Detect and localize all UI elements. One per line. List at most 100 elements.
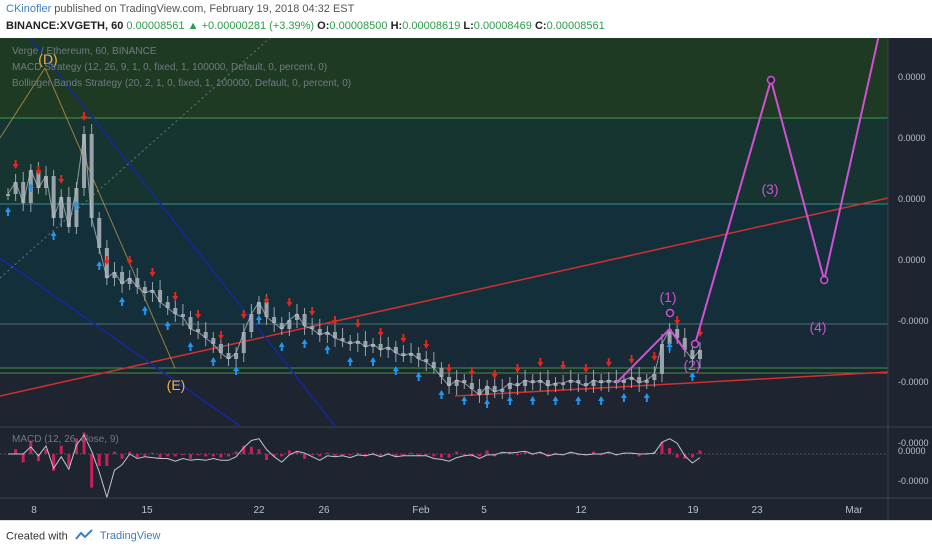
lower-support-line (454, 371, 889, 397)
candle-body (272, 317, 277, 323)
macd-histogram-bar (105, 454, 109, 466)
candle-body (66, 197, 71, 227)
macd-histogram-bar (515, 454, 519, 456)
fib-zone-bottom (0, 324, 888, 370)
wave-d-e-line (44, 67, 176, 369)
y-tick-label: -0.0000 (898, 377, 929, 387)
candle-body (188, 317, 193, 329)
candle-body (363, 341, 368, 347)
candle-body (135, 278, 140, 287)
macd-histogram-bar (280, 454, 284, 457)
candle-body (416, 353, 421, 359)
sell-arrow-icon (309, 307, 316, 316)
sell-arrow-icon (400, 334, 407, 343)
candle-body (454, 380, 459, 386)
macd-histogram-bar (401, 454, 405, 456)
candle-body (6, 194, 10, 196)
macd-histogram-bar (645, 452, 649, 454)
macd-histogram-bar (379, 454, 383, 457)
candle-body (196, 329, 201, 332)
buy-arrow-icon (552, 396, 559, 405)
buy-arrow-icon (392, 366, 399, 375)
candle-body (500, 389, 505, 392)
candle-body (317, 329, 322, 335)
candle-body (675, 329, 680, 338)
candle-body (355, 341, 360, 344)
candle-body (211, 338, 216, 344)
macd-histogram-bar (219, 454, 223, 458)
candle-body (386, 347, 391, 350)
candle-body (21, 182, 26, 203)
macd-histogram-bar (333, 454, 337, 457)
chart-labels: (D) (E) (1) (2) (3) (4) Verge / Ethereum, 60, … (12, 46, 827, 445)
indicator-legend: MACD Strategy (12, 26, 9, 1, 0, fixed, 1… (12, 62, 327, 73)
change-up-icon: ▲ (187, 20, 199, 32)
buy-arrow-icon (484, 399, 491, 408)
macd-histogram-bar (67, 454, 71, 466)
buy-arrow-icon (598, 396, 605, 405)
sell-arrow-icon (582, 364, 589, 373)
buy-arrow-icon (164, 321, 171, 330)
sell-arrow-icon (514, 364, 521, 373)
candle-body (644, 380, 649, 383)
macd-histogram-bar (189, 454, 193, 459)
tradingview-brand-link[interactable]: TradingView (99, 530, 161, 543)
macd-pane (0, 432, 888, 499)
author-link[interactable]: CKinofler (6, 3, 52, 15)
macd-histogram-bar (538, 452, 542, 454)
wave-1-2-path (615, 327, 686, 384)
candle-series (6, 124, 702, 404)
macd-histogram-bar (363, 454, 367, 457)
price-line (7, 133, 701, 396)
macd-histogram-bar (52, 454, 56, 471)
macd-histogram-bar (90, 454, 94, 488)
buy-arrow-icon (620, 393, 627, 402)
sell-arrow-icon (674, 316, 681, 325)
candle-body (378, 344, 383, 350)
buy-arrow-icon (187, 342, 194, 351)
macd-histogram-bar (554, 452, 558, 454)
sell-arrow-icon (446, 364, 453, 373)
macd-histogram-bar (59, 445, 63, 454)
tradingview-logo-icon (75, 529, 93, 544)
buy-arrow-icon (96, 261, 103, 270)
candle-body (226, 353, 231, 359)
candle-body (203, 332, 208, 338)
high-label: H: (390, 20, 403, 32)
symbol-label[interactable]: BINANCE:XVGETH, 60 (6, 20, 124, 32)
candle-body (340, 338, 345, 341)
buy-arrow-icon (529, 396, 536, 405)
candle-body (545, 380, 550, 386)
macd-histogram-bar (14, 449, 18, 454)
candle-body (477, 389, 482, 395)
sell-arrow-icon (377, 328, 384, 337)
macd-histogram-bar (462, 454, 466, 456)
macd-histogram-bar (348, 454, 352, 456)
sell-arrow-icon (149, 268, 156, 277)
macd-histogram-bar (424, 454, 428, 456)
x-tick-label: Feb (412, 505, 430, 516)
candle-body (51, 176, 56, 218)
macd-histogram-bar (158, 454, 162, 459)
ohlc-line: BINANCE:XVGETH, 60 0.00008561 ▲ +0.00000… (6, 20, 605, 32)
macd-legend: MACD (12, 26, close, 9) (12, 434, 119, 445)
axes: 0.00000.00000.00000.0000-0.0000-0.0000-0… (0, 38, 932, 520)
candle-body (576, 380, 581, 383)
wave-projection-path (694, 38, 880, 345)
wave-c-d-line (0, 67, 46, 139)
candle-body (652, 374, 657, 380)
candle-body (173, 308, 178, 314)
macd-histogram-bar (295, 451, 299, 454)
sell-arrow-icon (172, 292, 179, 301)
wave-point (819, 275, 829, 285)
buy-arrow-icon (141, 306, 148, 315)
candle-body (568, 380, 573, 383)
fib-zone-top (0, 38, 888, 118)
candle-body (561, 383, 566, 385)
macd-histogram-bar (196, 454, 200, 456)
price-chart[interactable]: 0.00000.00000.00000.0000-0.0000-0.0000-0… (0, 38, 932, 520)
macd-histogram-bar (698, 450, 702, 454)
sell-arrow-icon (217, 331, 224, 340)
candle-body (515, 383, 520, 386)
y-tick-label: -0.0000 (898, 438, 929, 448)
